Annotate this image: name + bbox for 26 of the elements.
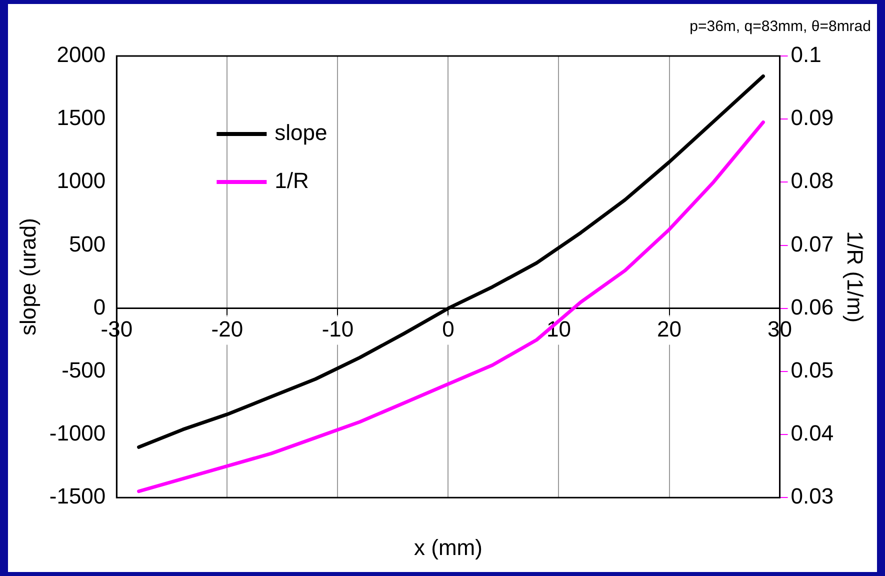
y2-axis-title: 1/R (1/m) (842, 230, 868, 323)
y2-tick-label: 0.03 (790, 484, 834, 509)
y2-tick-label: 0.09 (790, 105, 834, 130)
y-tick-label: -1500 (49, 484, 106, 509)
y-tick-label: 2000 (56, 42, 106, 68)
x-tick-label: -20 (211, 316, 244, 342)
legend-label: slope (274, 120, 328, 146)
y2-tick-label: 0.08 (790, 168, 834, 194)
y2-tick-label: 0.1 (790, 42, 822, 68)
legend-label: 1/R (274, 168, 309, 194)
y2-tick-label: 0.05 (790, 357, 834, 382)
y2-tick-label: 0.06 (790, 294, 834, 320)
y2-tick-label: 0.07 (790, 231, 834, 256)
x-axis-title: x (mm) (414, 534, 482, 560)
y-tick-label: 1500 (56, 105, 106, 130)
y-axis-title: slope (urad) (15, 218, 40, 336)
y-tick-label: -500 (62, 357, 106, 382)
y2-tick-label: 0.04 (790, 420, 834, 446)
x-tick-label: 20 (657, 316, 682, 342)
x-tick-label: -10 (322, 316, 354, 342)
x-tick-label: 0 (442, 316, 454, 342)
y-tick-label: -1000 (49, 420, 106, 446)
y-tick-label: 1000 (56, 168, 106, 194)
chart-title: p=36m, q=83mm, θ=8mrad (690, 18, 871, 36)
y-tick-label: 0 (93, 294, 106, 320)
y-tick-label: 500 (68, 231, 106, 256)
